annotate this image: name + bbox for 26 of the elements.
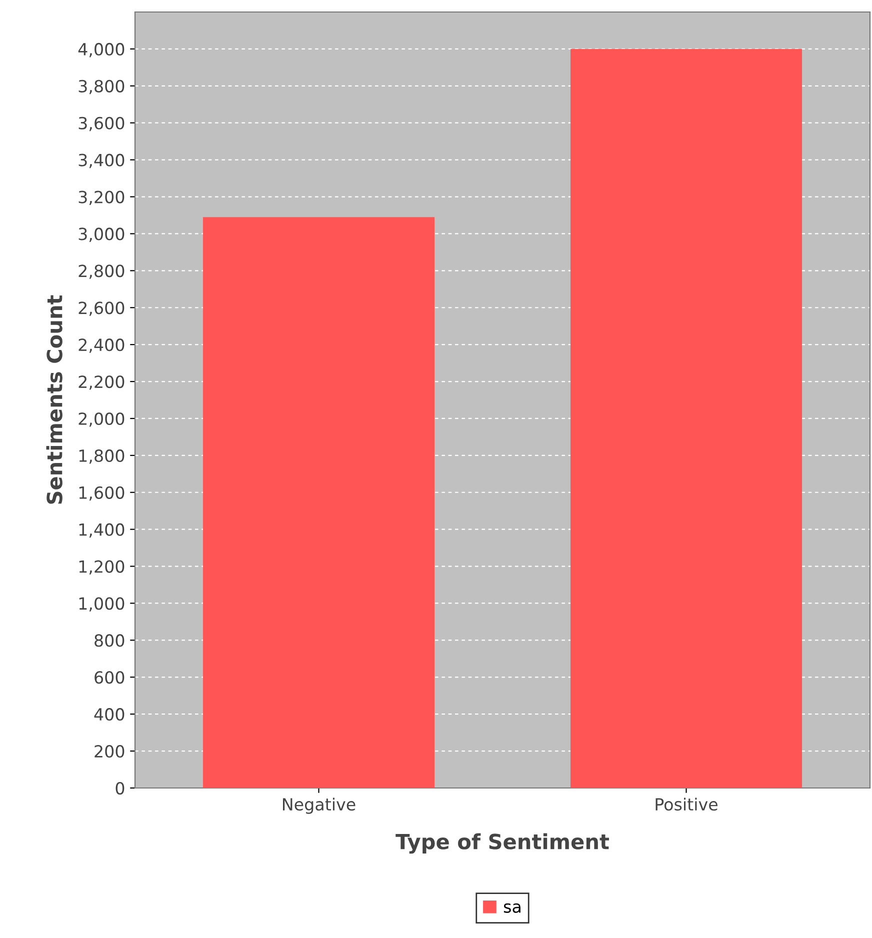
y-tick-label: 2,000: [78, 412, 124, 427]
y-tick-label: 1,200: [79, 560, 124, 575]
y-tick-label: 3,800: [78, 80, 124, 94]
y-tick-label: 400: [94, 708, 124, 721]
x-tick-label: Negative: [282, 798, 356, 814]
y-tick-label: 3,600: [78, 116, 124, 132]
y-tick-label: 1,000: [79, 597, 124, 612]
x-axis-title: Type of Sentiment: [396, 833, 609, 854]
y-tick-label: 3,000: [78, 228, 124, 242]
y-tick-label: 200: [94, 745, 124, 758]
y-tick-label: 3,400: [78, 154, 124, 168]
y-tick-label: 2,400: [78, 338, 124, 353]
y-tick-label: 2,200: [78, 375, 124, 390]
y-tick-label: 1,800: [79, 449, 124, 464]
x-tick-label: Positive: [656, 798, 718, 811]
y-tick-label: 2,800: [78, 264, 124, 279]
legend-label: sa: [504, 903, 520, 913]
y-axis-title: Sentiments Count: [46, 295, 62, 504]
y-tick-label: 3,200: [78, 190, 124, 206]
y-tick-label: 1,400: [79, 523, 124, 538]
y-tick-label: 0: [116, 782, 124, 795]
y-tick-label: 2,600: [78, 302, 124, 316]
y-tick-label: 1,600: [79, 486, 124, 501]
y-tick-label: 600: [94, 671, 124, 684]
y-tick-label: 4,000: [78, 42, 124, 58]
y-tick-label: 800: [94, 634, 124, 647]
